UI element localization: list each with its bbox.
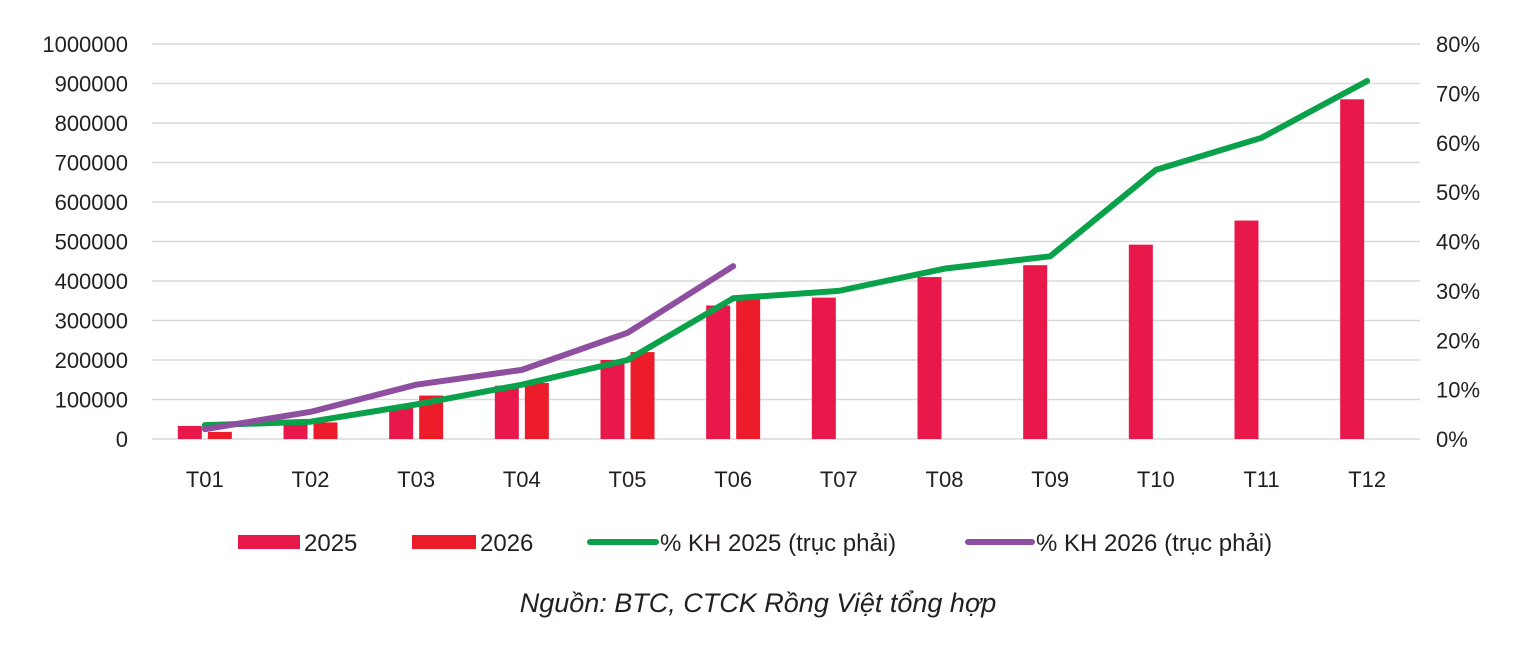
left-axis-tick-label: 600000: [55, 190, 128, 215]
right-axis-tick-label: 40%: [1436, 230, 1480, 255]
x-axis-ticks: T01 T02 T03 T04 T05 T06 T07 T08 T09 T10 T11 T12: [186, 467, 1386, 492]
bar-2025: [811, 297, 836, 439]
left-axis-tick-label: 400000: [55, 269, 128, 294]
bar-2026: [524, 382, 549, 439]
bar-2026: [736, 298, 761, 439]
bar-2025: [1023, 265, 1048, 439]
x-axis-tick-label: T11: [1243, 467, 1279, 492]
bar-2025: [283, 421, 308, 439]
right-axis-tick-label: 60%: [1436, 131, 1480, 156]
x-axis-tick-label: T09: [1031, 467, 1069, 492]
legend-label: % KH 2025 (trục phải): [660, 530, 896, 557]
x-axis-tick-label: T06: [714, 467, 752, 492]
bar-2025: [706, 305, 731, 439]
gridlines: [152, 43, 1420, 440]
bar-series: [177, 99, 1365, 440]
legend-label: 2026: [480, 530, 533, 557]
left-axis-tick-label: 500000: [55, 230, 128, 255]
left-axis-tick-label: 900000: [55, 72, 128, 97]
legend-label: 2025: [304, 530, 357, 557]
right-axis-tick-label: 20%: [1436, 328, 1480, 353]
left-axis-tick-label: 0: [116, 427, 128, 452]
x-axis-tick-label: T02: [292, 467, 330, 492]
left-axis-tick-label: 700000: [55, 151, 128, 176]
bar-2025: [1340, 99, 1365, 440]
line-kh-2025: [201, 78, 1371, 429]
x-axis-tick-label: T10: [1137, 467, 1175, 492]
right-axis-tick-label: 80%: [1436, 32, 1480, 57]
bar-2025: [917, 277, 942, 439]
bar-2025: [1128, 244, 1153, 439]
right-axis-tick-label: 30%: [1436, 279, 1480, 304]
bar-2025: [600, 360, 625, 439]
right-axis-tick-label: 10%: [1436, 378, 1480, 403]
left-axis-ticks: 0 100000 200000 300000 400000 500000 600000 700…: [42, 32, 128, 452]
right-axis-tick-label: 70%: [1436, 81, 1480, 106]
x-axis-tick-label: T05: [609, 467, 647, 492]
bar-2026: [207, 431, 232, 439]
bar-2026: [630, 352, 655, 439]
left-axis-tick-label: 100000: [55, 388, 128, 413]
left-axis-tick-label: 1000000: [42, 32, 128, 57]
bar-2025: [1234, 220, 1259, 439]
bar-2025: [389, 406, 414, 439]
x-axis-tick-label: T12: [1348, 467, 1386, 492]
left-axis-tick-label: 800000: [55, 111, 128, 136]
right-axis-tick-label: 50%: [1436, 180, 1480, 205]
left-axis-tick-label: 300000: [55, 309, 128, 334]
source-note: Nguồn: BTC, CTCK Rồng Việt tổng hợp: [519, 588, 997, 618]
bar-2026: [313, 422, 338, 439]
right-axis-ticks: 0% 10% 20% 30% 40% 50% 60% 70% 80%: [1436, 32, 1480, 452]
x-axis-tick-label: T08: [926, 467, 964, 492]
line-series: [201, 78, 1371, 433]
line-kh-2026: [201, 263, 737, 433]
legend-label: % KH 2026 (trục phải): [1036, 530, 1272, 557]
x-axis-tick-label: T03: [397, 467, 435, 492]
bar-2025: [177, 425, 202, 439]
left-axis-tick-label: 200000: [55, 348, 128, 373]
legend-swatch: [412, 535, 476, 549]
x-axis-tick-label: T01: [186, 467, 224, 492]
legend: 2025 2026 % KH 2025 (trục phải) % KH 2026 (…: [238, 530, 1272, 557]
bar-2025: [494, 385, 519, 439]
legend-swatch: [238, 535, 300, 549]
x-axis-tick-label: T04: [503, 467, 541, 492]
right-axis-tick-label: 0%: [1436, 427, 1468, 452]
x-axis-tick-label: T07: [820, 467, 858, 492]
